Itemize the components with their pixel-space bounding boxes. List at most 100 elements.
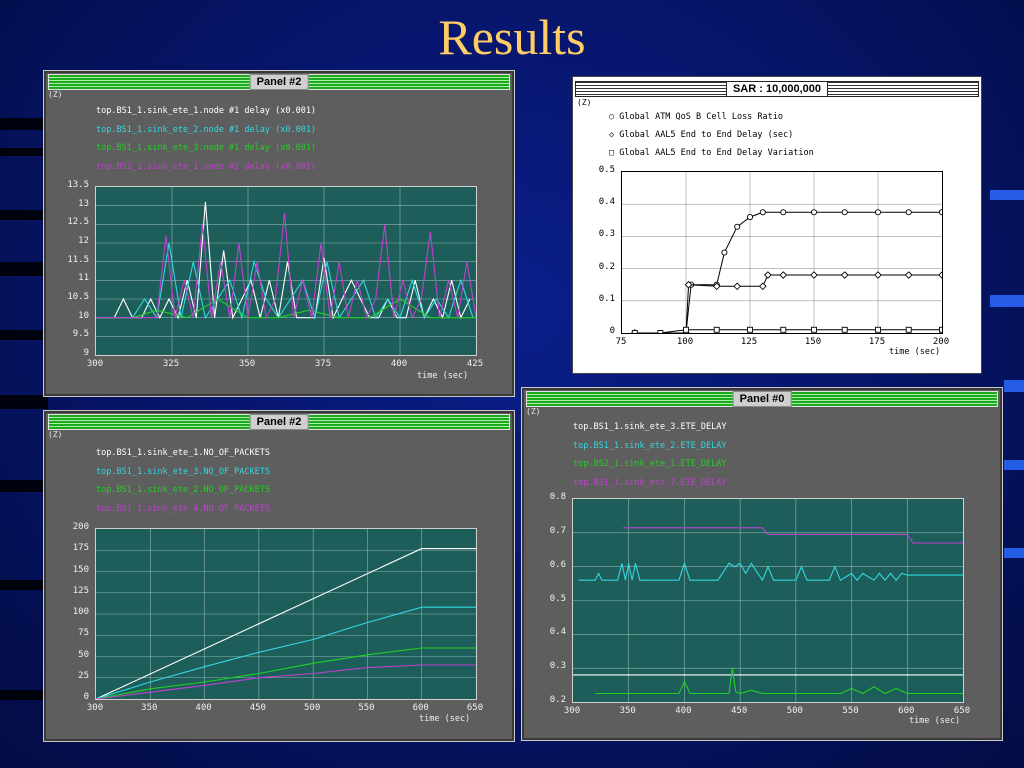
diamond-marker	[764, 271, 772, 279]
series-line	[96, 201, 471, 320]
y-tick-label: 0.8	[549, 492, 566, 502]
x-axis-title: time (sec)	[417, 371, 469, 381]
plot-area[interactable]	[95, 528, 477, 700]
series-line	[96, 242, 474, 320]
y-tick-label: 75	[78, 628, 89, 639]
y-tick-label: 125	[72, 585, 89, 596]
legend-entry: top.BS1_1.sink_ete_2.ETE_DELAY	[573, 440, 727, 451]
y-tick-label: 9.5	[72, 329, 89, 340]
chart-svg	[573, 499, 963, 702]
x-tick-label: 450	[731, 706, 748, 716]
square-marker	[905, 326, 912, 333]
y-tick-label: 100	[72, 607, 89, 617]
diamond-marker-icon: ◇	[609, 130, 615, 140]
y-tick-label: 0.2	[598, 261, 615, 272]
background-stripe	[0, 148, 48, 156]
legend-entry: top.BS1_1.sink_ete_4.NO_OF_PACKETS	[96, 503, 270, 514]
packets-panel[interactable]: Panel #2 (Z) top.BS1_1.sink_ete_1.NO_OF_…	[43, 410, 515, 742]
plot-area[interactable]	[95, 186, 477, 356]
diamond-marker	[779, 271, 788, 279]
background-stripe	[0, 118, 48, 130]
legend-text: Global ATM QoS B Cell Loss Ratio	[619, 112, 784, 122]
x-axis-title: time (sec)	[419, 714, 471, 724]
x-tick-label: 550	[358, 703, 375, 713]
legend-entry: top.BS2_1.sink_ete_1.ETE_DELAY	[573, 459, 727, 469]
x-tick-label: 300	[563, 706, 581, 716]
x-tick-label: 300	[86, 359, 104, 369]
x-axis-title: time (sec)	[909, 716, 961, 726]
circle-marker	[746, 214, 754, 221]
x-tick-label: 500	[786, 706, 803, 716]
y-tick-label: 9	[83, 348, 89, 358]
series-line	[634, 274, 942, 333]
y-tick-label: 11.5	[67, 254, 89, 265]
series-line	[96, 213, 476, 320]
panel-titlebar[interactable]: SAR : 10,000,000	[575, 81, 979, 97]
panel-titlebar[interactable]: Panel #0	[526, 391, 998, 407]
y-tick-label: 200	[72, 522, 89, 532]
diamond-marker	[733, 282, 742, 291]
y-tick-label: 0.4	[549, 627, 566, 638]
y-tick-label: 13.5	[67, 180, 89, 190]
series-line	[578, 561, 963, 582]
y-tick-label: 13	[78, 198, 89, 209]
panel-title: SAR : 10,000,000	[725, 81, 829, 97]
legend-entry: top.BS1_1.sink_ete_3.node #1 delay (x0.0…	[96, 143, 317, 153]
ete-delay-panel[interactable]: Panel #0 (Z) top.BS1_1.sink_ete_3.ETE_DE…	[521, 387, 1003, 741]
plot-area[interactable]	[621, 171, 943, 334]
y-tick-label: 50	[78, 649, 89, 660]
square-marker	[811, 326, 817, 333]
diamond-marker	[904, 271, 913, 279]
legend-entry: top.BS1_1.sink_ete_3.NO_OF_PACKETS	[96, 466, 270, 477]
x-tick-label: 125	[740, 337, 758, 347]
sar-panel[interactable]: SAR : 10,000,000 (Z) ○ Global ATM QoS B …	[572, 76, 982, 374]
x-tick-label: 400	[195, 703, 212, 713]
y-tick-label: 10	[78, 310, 89, 321]
legend-entry: ○ Global ATM QoS B Cell Loss Ratio	[609, 108, 814, 126]
panel-titlebar[interactable]: Panel #2	[48, 74, 510, 90]
plot-area[interactable]	[572, 498, 964, 703]
y-tick-label: 0.7	[549, 525, 566, 536]
y-tick-label: 150	[72, 564, 89, 575]
series-line	[595, 668, 963, 695]
zoom-label[interactable]: (Z)	[577, 98, 592, 107]
delay-panel[interactable]: Panel #2 (Z) top.BS1_1.sink_ete_1.node #…	[43, 70, 515, 397]
background-stripe	[1004, 380, 1024, 392]
zoom-label[interactable]: (Z)	[526, 407, 541, 416]
series-line	[96, 664, 476, 699]
legend-entry: top.BS1_1.sink_ete_1.NO_OF_PACKETS	[96, 448, 270, 458]
series-line	[96, 606, 476, 699]
x-tick-label: 600	[898, 706, 915, 716]
chart-legend: top.BS1_1.sink_ete_1.node #1 delay (x0.0…	[96, 102, 316, 176]
background-stripe	[1004, 548, 1024, 558]
chart-svg	[96, 529, 476, 699]
x-tick-label: 375	[314, 359, 332, 369]
background-stripe	[0, 580, 48, 590]
x-tick-label: 200	[932, 337, 950, 347]
circle-marker	[874, 209, 882, 216]
x-tick-label: 350	[238, 359, 256, 369]
y-tick-label: 0.3	[598, 229, 615, 240]
background-stripe	[990, 190, 1024, 200]
panel-titlebar[interactable]: Panel #2	[48, 414, 510, 430]
square-marker	[780, 326, 787, 333]
square-marker	[939, 326, 942, 333]
x-tick-label: 350	[141, 703, 158, 713]
legend-text: Global AAL5 End to End Delay (sec)	[619, 130, 794, 140]
background-stripe	[0, 690, 48, 700]
zoom-label[interactable]: (Z)	[48, 90, 63, 99]
circle-marker	[780, 209, 787, 216]
legend-entry: top.BS1_1.sink_ete_3.ETE_DELAY	[573, 422, 727, 432]
zoom-label[interactable]: (Z)	[48, 430, 63, 439]
circle-marker-icon: ○	[609, 112, 615, 122]
background-stripe	[990, 295, 1024, 307]
y-tick-label: 12	[78, 236, 89, 246]
background-stripe	[0, 395, 48, 409]
background-stripe	[0, 480, 48, 492]
x-tick-label: 175	[868, 337, 886, 347]
panel-title: Panel #2	[249, 74, 309, 90]
diamond-marker	[810, 271, 818, 279]
x-axis-title: time (sec)	[889, 347, 941, 357]
diamond-marker	[874, 271, 882, 279]
square-marker	[683, 326, 689, 333]
